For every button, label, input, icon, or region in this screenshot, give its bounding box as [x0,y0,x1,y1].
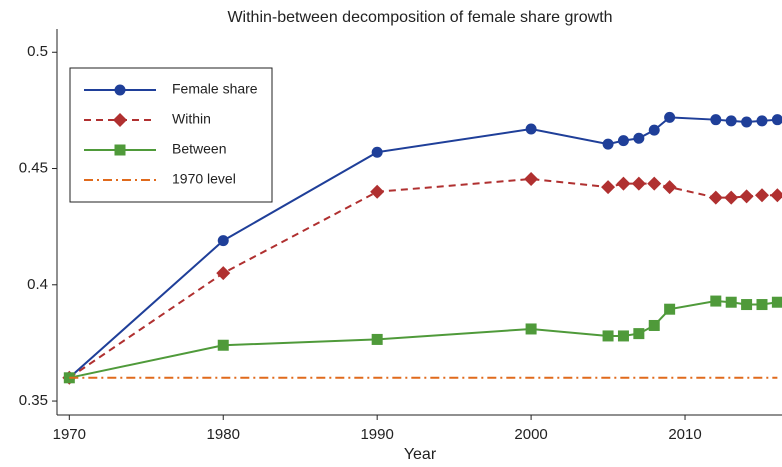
legend-label: Female share [172,81,258,97]
marker [708,190,723,205]
marker [724,190,739,205]
marker [617,330,629,342]
marker [725,296,737,308]
y-tick-label: 0.5 [27,43,48,60]
marker [710,295,722,307]
marker [217,339,229,351]
y-tick-label: 0.35 [19,392,48,409]
marker [371,333,383,345]
marker [739,189,754,204]
x-axis-label: Year [404,446,437,463]
marker [664,303,676,315]
marker [616,176,631,191]
marker [633,132,645,144]
legend-label: Within [172,111,211,127]
marker [525,123,537,135]
marker [648,124,660,136]
marker [602,138,614,150]
series-line [68,177,778,379]
marker [602,330,614,342]
marker [217,235,229,247]
marker [114,84,126,96]
legend: Female share Within Between 1970 level [69,67,273,203]
marker [216,266,231,281]
marker [524,171,539,186]
marker [648,319,660,331]
marker [741,116,753,128]
marker [601,180,616,195]
marker [647,176,662,191]
marker [617,135,629,147]
x-tick-label: 1980 [207,426,240,443]
marker [525,323,537,335]
marker [754,188,769,203]
marker [370,184,385,199]
x-tick-label: 2000 [514,426,547,443]
marker [664,111,676,123]
chart-title: Within-between decomposition of female s… [227,9,612,26]
marker [770,188,782,203]
x-tick-label: 2010 [668,426,701,443]
x-tick-label: 1970 [53,426,86,443]
marker [756,299,768,311]
marker [725,115,737,127]
marker [741,299,753,311]
marker [771,296,782,308]
legend-label: 1970 level [172,171,236,187]
y-tick-label: 0.45 [19,159,48,176]
x-tick-label: 1990 [360,426,393,443]
marker [631,176,646,191]
marker [756,115,768,127]
y-tick-label: 0.4 [27,276,48,293]
marker [710,114,722,126]
marker [113,113,127,127]
marker [662,180,677,195]
marker [371,146,383,158]
marker [114,144,126,156]
marker [771,114,782,126]
marker [633,328,645,340]
legend-label: Between [172,141,226,157]
